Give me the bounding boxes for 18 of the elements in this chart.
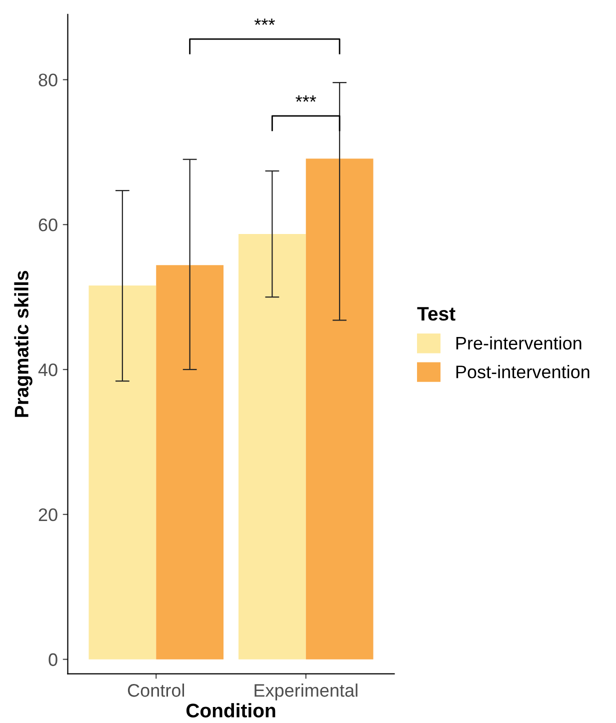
x-axis-title: Condition xyxy=(186,703,276,718)
y-tick-label: 0 xyxy=(48,653,58,666)
legend-label: Post-intervention xyxy=(456,365,590,378)
y-tick-label: 20 xyxy=(38,508,58,522)
annotation: *** xyxy=(296,95,316,102)
bar xyxy=(88,285,156,660)
y-tick-label: 60 xyxy=(38,218,58,232)
x-tick-label: Control xyxy=(128,684,184,697)
legend-label: Pre-intervention xyxy=(456,336,582,350)
y-tick-label: 80 xyxy=(38,74,58,86)
legend-title: Test xyxy=(417,307,456,321)
bar xyxy=(156,265,224,660)
y-axis-title: Pragmatic skills xyxy=(14,270,32,417)
bar xyxy=(238,234,306,660)
y-tick-label: 40 xyxy=(38,363,58,376)
bar xyxy=(306,158,374,660)
annotation: *** xyxy=(254,18,275,25)
x-tick-label: Experimental xyxy=(254,684,358,700)
